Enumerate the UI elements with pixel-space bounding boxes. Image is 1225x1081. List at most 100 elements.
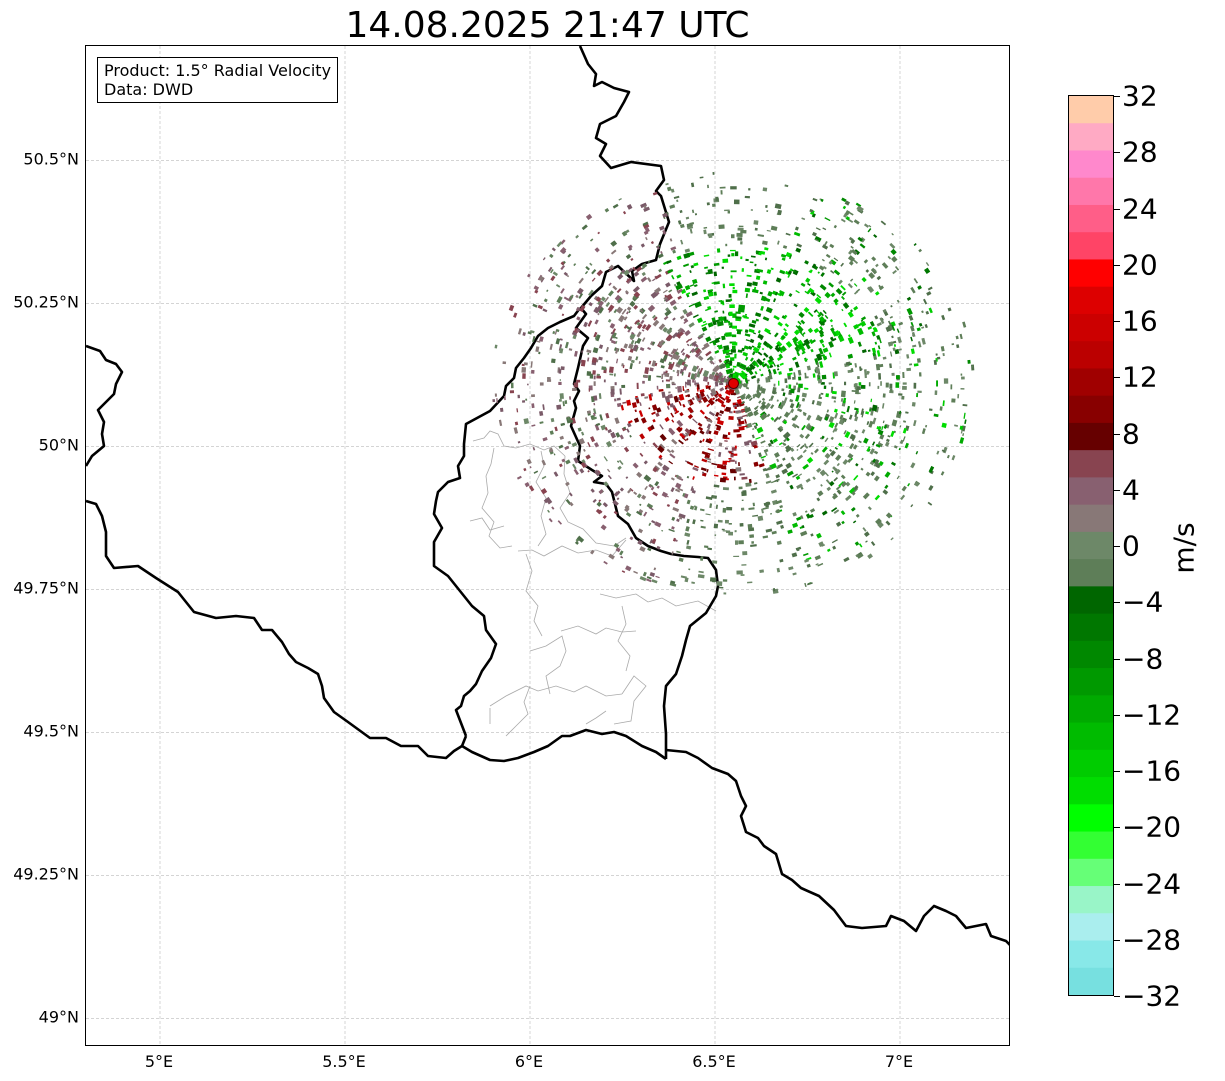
radar-echo-pixel: [933, 413, 939, 418]
radar-echo-pixel: [848, 218, 854, 223]
radar-echo-pixel: [959, 437, 965, 444]
radar-echo-pixel: [677, 358, 684, 366]
radar-echo-pixel: [773, 314, 780, 321]
radar-echo-pixel: [760, 455, 766, 459]
radar-echo-pixel: [889, 315, 893, 319]
radar-echo-pixel: [670, 477, 675, 481]
radar-echo-pixel: [706, 468, 709, 473]
radar-echo-pixel: [712, 203, 716, 207]
radar-echo-pixel: [785, 462, 792, 469]
radar-echo-pixel: [812, 231, 817, 237]
radar-echo-pixel: [744, 287, 751, 293]
radar-echo-pixel: [840, 295, 845, 301]
colorbar-band: [1069, 477, 1113, 506]
radar-echo-pixel: [891, 256, 898, 263]
radar-echo-pixel: [657, 253, 664, 259]
radar-echo-pixel: [778, 442, 783, 446]
colorbar-band: [1069, 341, 1113, 370]
radar-echo-pixel: [830, 327, 835, 332]
radar-echo-pixel: [783, 411, 790, 418]
radar-echo-pixel: [939, 406, 943, 411]
radar-echo-pixel: [822, 347, 829, 353]
radar-echo-pixel: [639, 546, 646, 553]
radar-echo-pixel: [671, 274, 675, 280]
radar-echo-pixel: [756, 358, 764, 366]
radar-echo-pixel: [787, 273, 791, 278]
radar-echo-pixel: [593, 375, 596, 380]
radar-echo-pixel: [766, 269, 772, 275]
radar-echo-pixel: [567, 416, 570, 421]
radar-echo-pixel: [891, 419, 898, 427]
radar-echo-pixel: [840, 481, 848, 488]
radar-echo-pixel: [646, 503, 654, 509]
radar-echo-pixel: [728, 322, 731, 326]
radar-echo-pixel: [733, 555, 740, 558]
radar-echo-pixel: [753, 409, 759, 414]
radar-echo-pixel: [683, 319, 689, 324]
radar-echo-pixel: [572, 388, 577, 391]
radar-echo-pixel: [871, 331, 876, 337]
radar-echo-pixel: [748, 328, 755, 334]
radar-echo-pixel: [694, 348, 702, 355]
radar-echo-pixel: [896, 475, 900, 480]
radar-echo-pixel: [590, 488, 595, 493]
radar-echo-pixel: [729, 469, 734, 472]
radar-echo-pixel: [649, 571, 656, 577]
radar-echo-pixel: [689, 270, 692, 274]
radar-echo-pixel: [685, 311, 693, 318]
radar-echo-pixel: [658, 268, 663, 273]
radar-echo-pixel: [708, 291, 714, 297]
radar-echo-pixel: [651, 538, 657, 544]
radar-map[interactable]: [85, 45, 1010, 1046]
radar-echo-pixel: [796, 448, 799, 451]
radar-echo-pixel: [671, 551, 674, 555]
radar-echo-pixel: [743, 425, 748, 428]
radar-echo-pixel: [699, 429, 705, 435]
radar-echo-pixel: [800, 282, 806, 288]
radar-echo-pixel: [604, 208, 610, 213]
radar-echo-pixel: [591, 357, 597, 364]
radar-echo-pixel: [647, 260, 651, 263]
radar-echo-pixel: [805, 343, 811, 350]
radar-echo-pixel: [510, 382, 514, 389]
radar-echo-pixel: [557, 520, 563, 525]
colorbar-band: [1069, 967, 1113, 995]
radar-echo-pixel: [644, 485, 648, 491]
radar-echo-pixel: [776, 356, 782, 361]
radar-echo-pixel: [560, 366, 565, 371]
radar-echo-pixel: [842, 419, 846, 424]
radar-echo-pixel: [853, 283, 858, 287]
radar-echo-pixel: [730, 349, 736, 353]
radar-echo-pixel: [743, 383, 748, 388]
radar-echo-pixel: [796, 351, 801, 357]
radar-echo-pixel: [882, 420, 885, 424]
radar-echo-pixel: [691, 278, 698, 285]
radar-echo-pixel: [818, 265, 825, 271]
radar-echo-pixel: [819, 361, 824, 368]
radar-echo-pixel: [804, 444, 809, 449]
radar-echo-pixel: [855, 553, 859, 557]
radar-echo-pixel: [853, 474, 859, 481]
radar-echo-pixel: [788, 293, 793, 298]
radar-echo-pixel: [856, 386, 861, 390]
lat-tick-label: 50.5°N: [23, 149, 79, 169]
radar-echo-pixel: [732, 368, 735, 371]
radar-echo-pixel: [551, 506, 555, 510]
radar-echo-pixel: [598, 344, 604, 350]
radar-echo-pixel: [913, 363, 919, 367]
radar-echo-pixel: [805, 422, 811, 429]
radar-echo-pixel: [801, 351, 806, 355]
radar-echo-pixel: [755, 391, 762, 399]
radar-echo-pixel: [741, 476, 748, 480]
radar-echo-pixel: [709, 577, 717, 582]
radar-echo-pixel: [865, 471, 871, 477]
radar-echo-pixel: [759, 291, 763, 295]
radar-echo-pixel: [499, 407, 504, 412]
radar-echo-pixel: [891, 372, 895, 376]
radar-echo-pixel: [925, 424, 928, 428]
radar-echo-pixel: [868, 272, 876, 279]
radar-echo-pixel: [740, 400, 745, 405]
radar-echo-pixel: [873, 475, 880, 482]
radar-echo-pixel: [880, 220, 887, 226]
radar-echo-pixel: [530, 361, 533, 368]
